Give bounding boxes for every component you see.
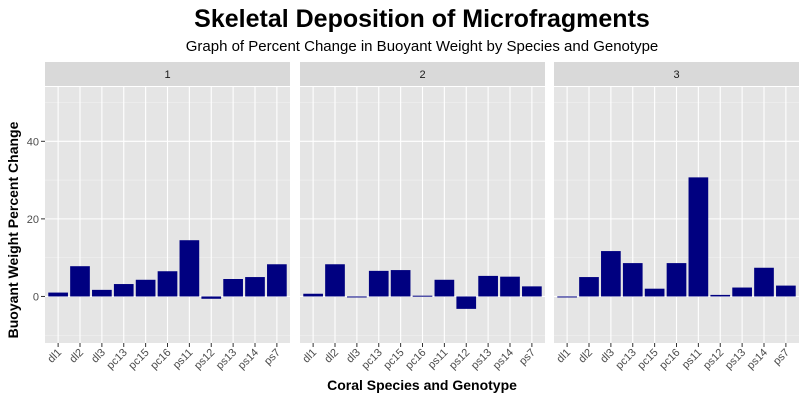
y-axis-title: Buoyant Weight Percent Change xyxy=(5,121,21,338)
bar-ps13 xyxy=(223,279,243,297)
facet-strip xyxy=(300,62,545,86)
facet-strip-label: 2 xyxy=(419,69,425,81)
bar-ps12 xyxy=(710,294,731,297)
bar-dl3 xyxy=(601,251,621,297)
x-tick-label: dl1 xyxy=(300,347,319,366)
y-tick-label: 0 xyxy=(33,291,39,303)
bar-ps11 xyxy=(434,279,455,297)
x-tick-label: pc15 xyxy=(381,347,406,372)
y-tick-label: 20 xyxy=(27,214,39,226)
bar-dl3 xyxy=(347,296,367,298)
bar-ps7 xyxy=(776,285,796,297)
x-tick-label: dl2 xyxy=(67,347,86,366)
x-tick-label: ps14 xyxy=(491,347,516,372)
x-axis-title: Coral Species and Genotype xyxy=(327,377,517,393)
bar-ps14 xyxy=(500,276,520,297)
x-tick-label: pc16 xyxy=(403,347,428,372)
x-tick-label: dl1 xyxy=(554,347,573,366)
bar-ps11 xyxy=(179,240,200,297)
bar-pc15 xyxy=(135,279,156,297)
x-tick-label: dl1 xyxy=(45,347,64,366)
chart-subtitle: Graph of Percent Change in Buoyant Weigh… xyxy=(186,38,659,55)
x-tick-label: ps13 xyxy=(214,347,239,372)
x-tick-label: pc16 xyxy=(148,347,173,372)
bar-ps14 xyxy=(245,277,265,297)
x-tick-label: pc13 xyxy=(614,347,639,372)
bar-pc15 xyxy=(390,270,411,297)
bar-pc16 xyxy=(412,295,433,297)
bar-dl1 xyxy=(48,292,68,297)
bar-dl1 xyxy=(557,296,577,298)
x-tick-label: ps7 xyxy=(262,347,283,368)
bar-ps13 xyxy=(478,275,498,297)
bar-ps14 xyxy=(754,267,774,297)
bar-ps7 xyxy=(522,286,542,297)
facet-strip-label: 3 xyxy=(673,69,679,81)
x-tick-label: pc13 xyxy=(360,347,385,372)
bar-dl2 xyxy=(579,277,599,297)
bar-ps11 xyxy=(688,177,709,297)
bar-pc13 xyxy=(622,263,643,297)
x-tick-label: pc13 xyxy=(105,347,130,372)
bar-pc13 xyxy=(368,270,389,297)
x-tick-label: pc15 xyxy=(126,347,151,372)
x-tick-label: ps14 xyxy=(745,347,770,372)
x-tick-label: ps11 xyxy=(426,347,451,372)
x-tick-label: ps11 xyxy=(171,347,196,372)
bar-dl2 xyxy=(325,264,345,297)
x-tick-label: ps12 xyxy=(447,347,472,372)
x-tick-label: ps13 xyxy=(723,347,748,372)
x-tick-label: ps7 xyxy=(517,347,538,368)
x-tick-label: ps12 xyxy=(192,347,217,372)
facet-strip-label: 1 xyxy=(164,69,170,81)
bar-dl2 xyxy=(70,266,90,297)
bar-ps12 xyxy=(456,296,477,309)
x-tick-label: ps13 xyxy=(469,347,494,372)
x-tick-label: pc16 xyxy=(657,347,682,372)
x-tick-label: dl2 xyxy=(322,347,341,366)
bar-pc13 xyxy=(113,284,134,297)
y-tick-label: 40 xyxy=(27,136,39,148)
bar-pc16 xyxy=(666,263,687,297)
x-tick-label: ps7 xyxy=(771,347,792,368)
bar-ps12 xyxy=(201,296,222,299)
x-tick-label: ps12 xyxy=(701,347,726,372)
facet-strip xyxy=(554,62,799,86)
chart-title: Skeletal Deposition of Microfragments xyxy=(194,5,650,33)
x-tick-label: dl2 xyxy=(576,347,595,366)
x-tick-label: pc15 xyxy=(635,347,660,372)
x-tick-label: ps14 xyxy=(236,347,261,372)
bar-ps7 xyxy=(267,264,287,297)
x-tick-label: ps11 xyxy=(680,347,705,372)
bar-pc16 xyxy=(157,271,178,297)
bar-dl3 xyxy=(92,289,112,297)
bar-dl1 xyxy=(303,293,323,297)
facet-strip xyxy=(45,62,290,86)
bar-ps13 xyxy=(732,287,752,297)
bar-pc15 xyxy=(644,288,665,297)
